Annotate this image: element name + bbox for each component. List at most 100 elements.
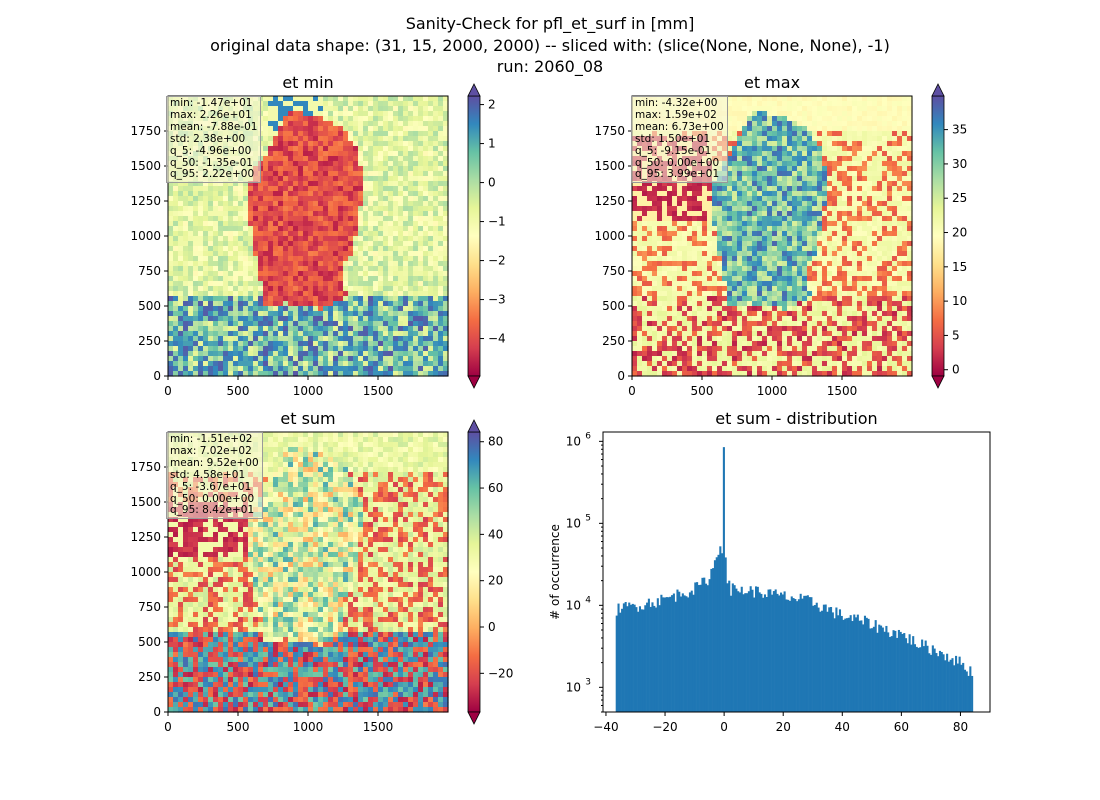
heatmap-cell bbox=[363, 371, 369, 377]
heatmap-cell bbox=[433, 116, 439, 122]
heatmap-cell bbox=[328, 296, 334, 302]
heatmap-cell bbox=[258, 306, 264, 312]
heatmap-cell bbox=[697, 196, 703, 202]
heatmap-cell bbox=[213, 331, 219, 337]
heatmap-cell bbox=[677, 356, 683, 362]
heatmap-cell bbox=[278, 231, 284, 237]
heatmap-cell bbox=[213, 301, 219, 307]
heatmap-cell bbox=[198, 186, 204, 192]
heatmap-cell bbox=[767, 356, 773, 362]
heatmap-cell bbox=[777, 266, 783, 272]
heatmap-cell bbox=[258, 326, 264, 332]
heatmap-cell bbox=[702, 231, 708, 237]
heatmap-cell bbox=[443, 186, 449, 192]
heatmap-cell bbox=[428, 361, 434, 367]
heatmap-cell bbox=[413, 236, 419, 242]
heatmap-cell bbox=[657, 356, 663, 362]
heatmap-cell bbox=[168, 246, 174, 252]
heatmap-cell bbox=[298, 136, 304, 142]
heatmap-cell bbox=[183, 331, 189, 337]
heatmap-cell bbox=[348, 116, 354, 122]
heatmap-cell bbox=[652, 311, 658, 317]
heatmap-cell bbox=[373, 261, 379, 267]
heatmap-cell bbox=[667, 241, 673, 247]
heatmap-cell bbox=[742, 321, 748, 327]
heatmap-cell bbox=[772, 96, 778, 102]
heatmap-cell bbox=[632, 296, 638, 302]
heatmap-cell bbox=[393, 331, 399, 337]
heatmap-cell bbox=[368, 126, 374, 132]
heatmap-cell bbox=[433, 206, 439, 212]
heatmap-cell bbox=[263, 111, 269, 117]
heatmap-cell bbox=[223, 311, 229, 317]
heatmap-cell bbox=[388, 211, 394, 217]
heatmap-cell bbox=[388, 141, 394, 147]
heatmap-cell bbox=[388, 221, 394, 227]
heatmap-cell bbox=[273, 251, 279, 257]
heatmap-cell bbox=[243, 201, 249, 207]
heatmap-cell bbox=[353, 141, 359, 147]
heatmap-cell bbox=[378, 241, 384, 247]
heatmap-cell bbox=[298, 326, 304, 332]
heatmap-cell bbox=[283, 241, 289, 247]
heatmap-cell bbox=[318, 201, 324, 207]
heatmap-cell bbox=[667, 266, 673, 272]
heatmap-cell bbox=[278, 136, 284, 142]
heatmap-cell bbox=[742, 201, 748, 207]
heatmap-cell bbox=[173, 346, 179, 352]
heatmap-cell bbox=[393, 191, 399, 197]
heatmap-cell bbox=[438, 296, 444, 302]
heatmap-cell bbox=[333, 331, 339, 337]
heatmap-cell bbox=[213, 271, 219, 277]
heatmap-cell bbox=[328, 286, 334, 292]
heatmap-cell bbox=[752, 106, 758, 112]
heatmap-cell bbox=[343, 141, 349, 147]
heatmap-cell bbox=[707, 341, 713, 347]
heatmap-cell bbox=[328, 316, 334, 322]
heatmap-cell bbox=[328, 326, 334, 332]
heatmap-cell bbox=[767, 156, 773, 162]
heatmap-cell bbox=[657, 251, 663, 257]
heatmap-cell bbox=[398, 266, 404, 272]
heatmap-cell bbox=[707, 206, 713, 212]
heatmap-cell bbox=[353, 301, 359, 307]
heatmap-cell bbox=[418, 261, 424, 267]
heatmap-cell bbox=[228, 316, 234, 322]
heatmap-cell bbox=[647, 251, 653, 257]
heatmap-cell bbox=[632, 321, 638, 327]
heatmap-cell bbox=[213, 356, 219, 362]
heatmap-cell bbox=[328, 116, 334, 122]
heatmap-cell bbox=[383, 176, 389, 182]
heatmap-cell bbox=[258, 311, 264, 317]
heatmap-cell bbox=[423, 321, 429, 327]
heatmap-cell bbox=[707, 236, 713, 242]
heatmap-cell bbox=[178, 321, 184, 327]
heatmap-cell bbox=[757, 96, 763, 102]
heatmap-cell bbox=[353, 131, 359, 137]
heatmap-cell bbox=[368, 291, 374, 297]
heatmap-cell bbox=[443, 151, 449, 157]
heatmap-cell bbox=[752, 316, 758, 322]
heatmap-cell bbox=[737, 226, 743, 232]
heatmap-cell bbox=[782, 246, 788, 252]
heatmap-cell bbox=[418, 266, 424, 272]
heatmap-cell bbox=[173, 296, 179, 302]
heatmap-cell bbox=[662, 301, 668, 307]
heatmap-cell bbox=[752, 156, 758, 162]
heatmap-cell bbox=[188, 306, 194, 312]
heatmap-cell bbox=[318, 131, 324, 137]
heatmap-cell bbox=[777, 176, 783, 182]
heatmap-cell bbox=[253, 231, 259, 237]
heatmap-cell bbox=[637, 281, 643, 287]
heatmap-cell bbox=[293, 231, 299, 237]
heatmap-cell bbox=[792, 131, 798, 137]
heatmap-cell bbox=[443, 241, 449, 247]
heatmap-cell bbox=[408, 291, 414, 297]
heatmap-cell bbox=[273, 361, 279, 367]
heatmap-cell bbox=[772, 301, 778, 307]
heatmap-cell bbox=[438, 116, 444, 122]
heatmap-cell bbox=[752, 246, 758, 252]
heatmap-cell bbox=[752, 276, 758, 282]
heatmap-cell bbox=[243, 231, 249, 237]
heatmap-cell bbox=[368, 221, 374, 227]
